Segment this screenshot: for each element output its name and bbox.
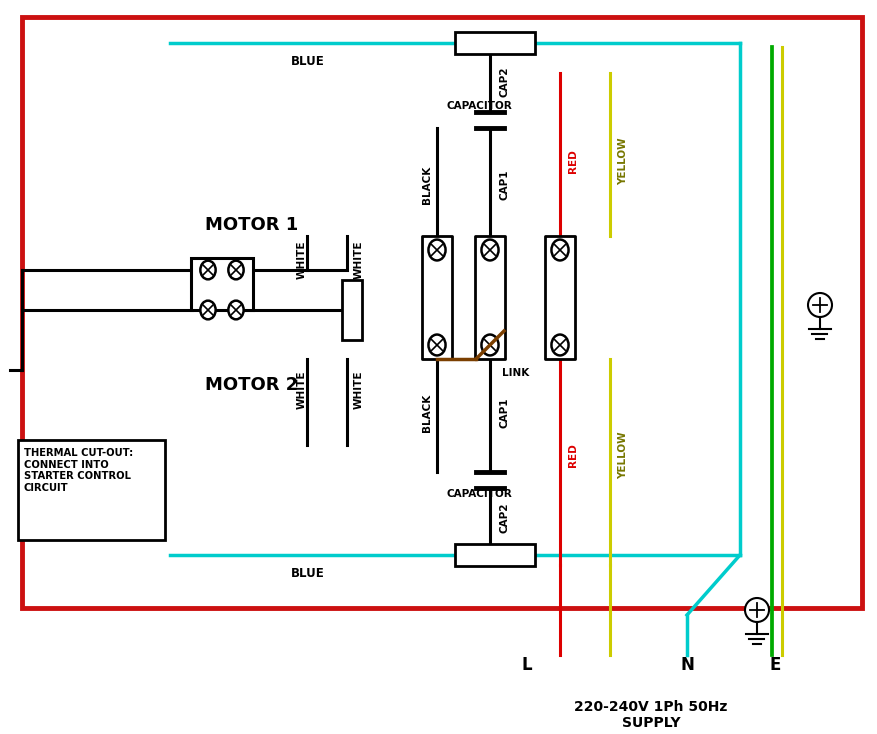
Text: N: N (680, 656, 693, 674)
Bar (191, 258, 253, 310)
Ellipse shape (428, 335, 445, 355)
Bar (422, 236, 452, 359)
Text: BLUE: BLUE (290, 55, 324, 68)
Bar (342, 280, 361, 340)
Bar (454, 544, 534, 566)
Text: CAP1: CAP1 (499, 397, 510, 428)
Text: WHITE: WHITE (296, 241, 307, 279)
Ellipse shape (200, 261, 216, 280)
Ellipse shape (228, 261, 244, 280)
Text: RED: RED (567, 150, 577, 173)
Text: CAPACITOR: CAPACITOR (446, 101, 512, 111)
Text: E: E (768, 656, 780, 674)
Bar (18, 440, 165, 540)
Text: WHITE: WHITE (353, 371, 364, 410)
Text: MOTOR 1: MOTOR 1 (205, 216, 298, 234)
Text: BLACK: BLACK (422, 393, 431, 432)
Text: WHITE: WHITE (296, 371, 307, 410)
Ellipse shape (228, 301, 244, 319)
Text: CAP2: CAP2 (499, 66, 510, 97)
Ellipse shape (481, 239, 498, 261)
Text: 220-240V 1Ph 50Hz
SUPPLY: 220-240V 1Ph 50Hz SUPPLY (574, 700, 727, 730)
Ellipse shape (481, 335, 498, 355)
Text: CAP1: CAP1 (499, 170, 510, 200)
Text: WHITE: WHITE (353, 241, 364, 279)
Bar (454, 32, 534, 54)
Text: L: L (521, 656, 531, 674)
Bar (545, 236, 574, 359)
Text: MOTOR 2: MOTOR 2 (205, 376, 298, 394)
Text: BLACK: BLACK (422, 166, 431, 204)
Text: YELLOW: YELLOW (617, 431, 627, 479)
Circle shape (807, 293, 831, 317)
Ellipse shape (551, 239, 568, 261)
Text: THERMAL CUT-OUT:
CONNECT INTO
STARTER CONTROL
CIRCUIT: THERMAL CUT-OUT: CONNECT INTO STARTER CO… (24, 448, 133, 493)
Ellipse shape (551, 335, 568, 355)
Circle shape (745, 598, 768, 622)
Text: YELLOW: YELLOW (617, 138, 627, 185)
Text: RED: RED (567, 443, 577, 467)
Bar (22, 17, 861, 608)
Ellipse shape (428, 239, 445, 261)
Ellipse shape (200, 301, 216, 319)
Text: LINK: LINK (502, 368, 529, 378)
Text: CAP2: CAP2 (499, 502, 510, 533)
Text: CAPACITOR: CAPACITOR (446, 489, 512, 499)
Text: BLUE: BLUE (290, 567, 324, 580)
Bar (474, 236, 504, 359)
